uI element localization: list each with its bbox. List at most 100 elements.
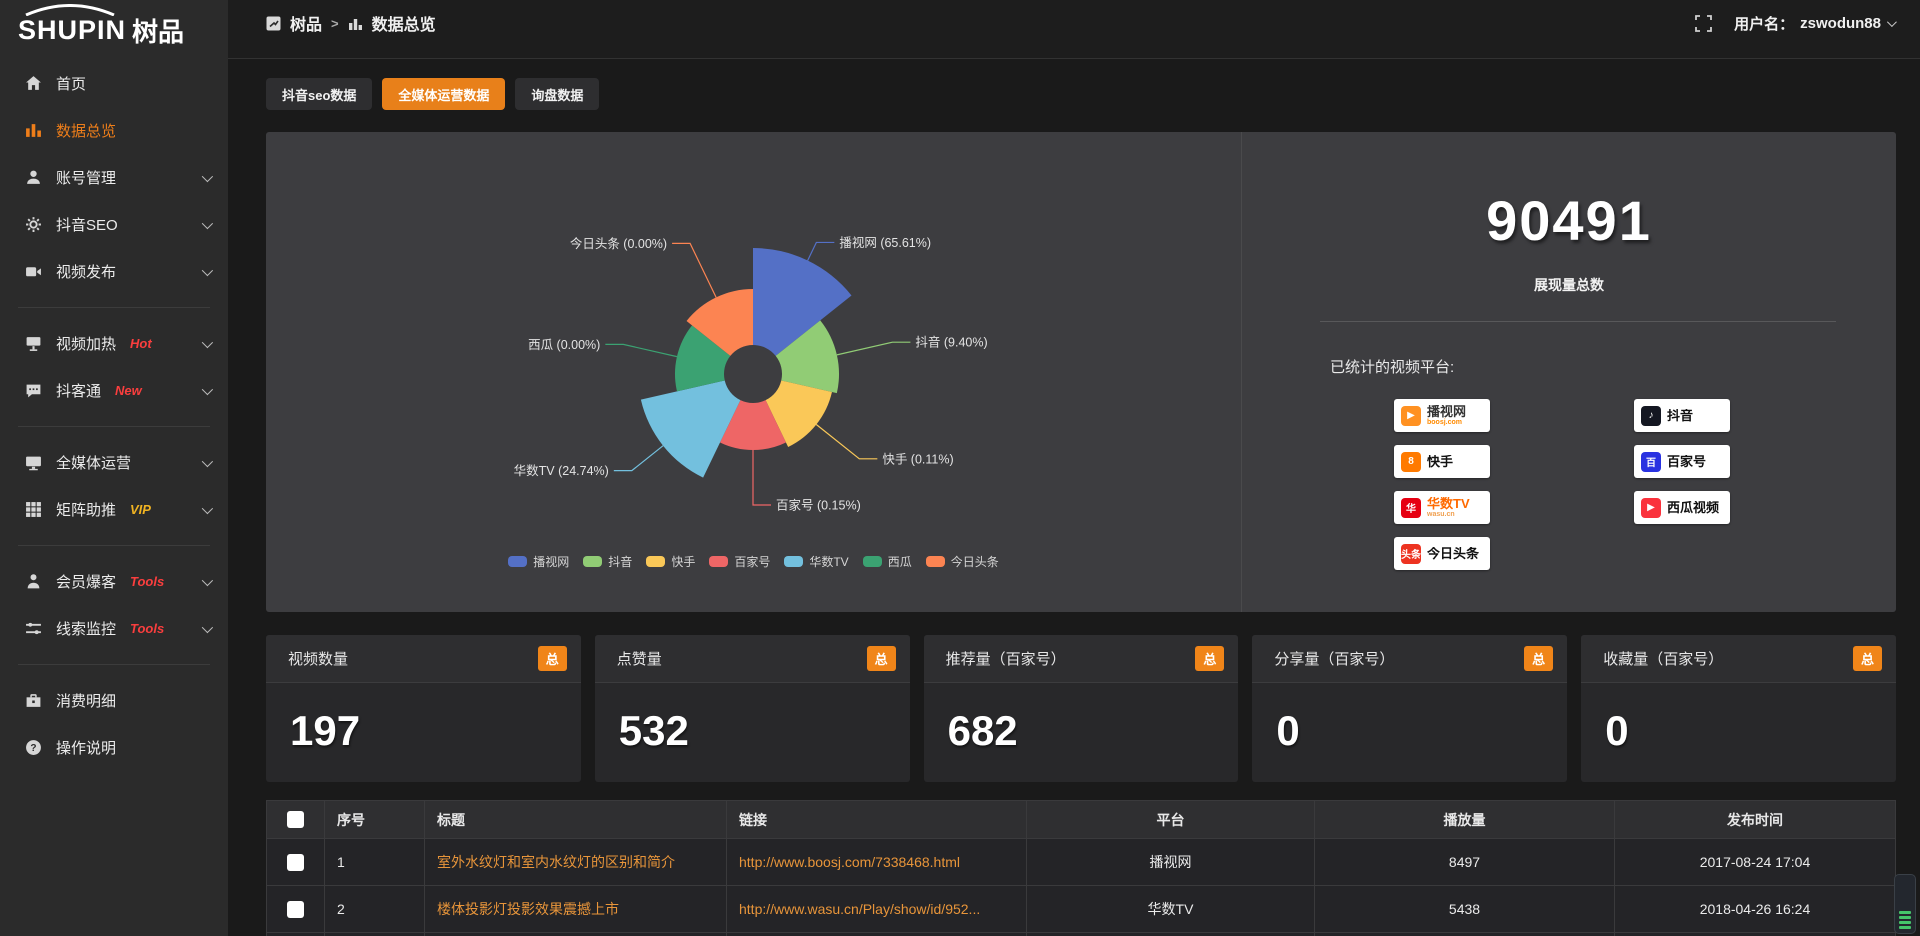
pie-label: 抖音 (9.40%) [915, 335, 987, 350]
cell-title-link[interactable]: 楼体投影灯投影效果震撼上市 [424, 885, 727, 933]
row-checkbox[interactable] [287, 900, 304, 918]
sidebar-item-label: 数据总览 [56, 123, 117, 140]
sidebar-divider [18, 307, 210, 308]
sidebar-item-home[interactable]: 首页 [0, 60, 228, 107]
pie-slice-抖音[interactable] [775, 320, 839, 394]
tab-inquiry-data[interactable]: 询盘数据 [515, 78, 600, 110]
brand-logo[interactable]: SHUPIN 树品 [0, 0, 228, 60]
sidebar-item-label: 全媒体运营 [56, 455, 132, 472]
baijiahao-logo-icon: 百 [1641, 451, 1661, 472]
chevron-down-icon [1886, 16, 1897, 27]
wasu-logo-icon: 华 [1401, 497, 1421, 518]
sidebar-item-help[interactable]: ? 操作说明 [0, 724, 228, 771]
cell-url-link[interactable]: http://www.wasu.cn/Play/show/id/952... [726, 885, 1027, 933]
stat-value: 197 [290, 707, 361, 754]
topbar-right: 用户名： zswodun88 [1695, 13, 1897, 34]
table-row: 1 室外水纹灯和室内水纹灯的区别和简介 http://www.boosj.com… [266, 838, 1896, 886]
sidebar-divider [18, 664, 210, 665]
total-badge[interactable]: 总 [1195, 646, 1225, 671]
pie-slice-西瓜[interactable] [675, 325, 731, 392]
pie-slice-快手[interactable] [765, 380, 832, 447]
select-all-checkbox[interactable] [287, 811, 304, 828]
pie-label-line [752, 450, 771, 506]
legend-swatch [862, 555, 882, 567]
cell-platform: 华数TV [1026, 885, 1315, 933]
sidebar-item-label: 操作说明 [56, 740, 117, 757]
pie-chart-svg[interactable]: 播视网 (65.61%) 抖音 (9.40%) 快手 (0.11%) 百家号 (0.1… [266, 132, 1241, 544]
chevron-down-icon [201, 264, 214, 276]
legend-item[interactable]: 播视网 [508, 553, 569, 570]
user-menu[interactable]: 用户名： zswodun88 [1734, 13, 1897, 34]
sidebar-item-matrix-boost[interactable]: 矩阵助推 VIP [0, 486, 228, 533]
legend-item[interactable]: 快手 [646, 553, 695, 570]
pie-label-line [807, 241, 835, 261]
legend-item[interactable]: 抖音 [583, 553, 632, 570]
total-badge[interactable]: 总 [1852, 646, 1882, 671]
col-platform: 平台 [1026, 800, 1315, 839]
legend-item[interactable]: 西瓜 [862, 553, 912, 570]
stat-value: 682 [947, 707, 1018, 754]
sidebar-item-douketong[interactable]: 抖客通 New [0, 367, 228, 414]
cell-plays: 5438 [1314, 885, 1615, 933]
sidebar-item-lead-monitor[interactable]: 线索监控 Tools [0, 605, 228, 652]
tools-badge: Tools [130, 621, 165, 636]
floating-widget[interactable] [1894, 874, 1916, 934]
pie-slice-播视网[interactable] [753, 248, 852, 356]
sidebar-item-account-mgmt[interactable]: 账号管理 [0, 154, 228, 201]
total-badge[interactable]: 总 [537, 646, 567, 671]
chat-icon [24, 382, 42, 400]
legend-item[interactable]: 百家号 [709, 553, 770, 570]
tab-douyin-seo-data[interactable]: 抖音seo数据 [266, 78, 373, 110]
col-title: 标题 [424, 800, 727, 839]
breadcrumb-current[interactable]: 数据总览 [371, 17, 436, 34]
pie-label: 华数TV (24.74%) [514, 463, 609, 478]
widget-bar [1899, 911, 1911, 914]
sidebar-item-video-publish[interactable]: 视频发布 [0, 248, 228, 295]
fullscreen-icon[interactable] [1695, 14, 1713, 32]
row-checkbox[interactable] [287, 853, 304, 871]
impressions-total-value: 90491 [1486, 189, 1652, 252]
sidebar-item-data-overview[interactable]: 数据总览 [0, 107, 228, 154]
col-publish-time: 发布时间 [1614, 800, 1896, 839]
pie-slice-华数TV[interactable] [640, 380, 741, 478]
help-icon: ? [24, 739, 42, 757]
pie-slice-今日头条[interactable] [686, 289, 753, 356]
sidebar-item-video-heat[interactable]: 视频加热 Hot [0, 320, 228, 367]
video-icon [24, 263, 42, 281]
logo-arc [25, 4, 115, 16]
cell-title-link[interactable]: 室外水纹灯和室内水纹灯的区别和简介 [424, 838, 727, 886]
breadcrumb-home[interactable]: 树品 [290, 17, 323, 34]
stat-card-recommends: 推荐量（百家号）总 682 [923, 635, 1239, 782]
cell-url-link[interactable]: http://www.boosj.com/7338468.html [726, 838, 1027, 886]
tools-badge: Tools [130, 574, 165, 589]
stat-card-shares: 分享量（百家号）总 0 [1252, 635, 1568, 782]
home-icon [24, 75, 42, 93]
sidebar-item-omnimedia[interactable]: 全媒体运营 [0, 439, 228, 486]
sidebar-item-expense-detail[interactable]: 消费明细 [0, 677, 228, 724]
platform-badge-wasu: 华 华数TV wasu.cn [1394, 491, 1490, 524]
chevron-down-icon [201, 170, 214, 182]
pie-label-line [613, 445, 664, 472]
total-badge[interactable]: 总 [1524, 646, 1554, 671]
cell-platform: 播视网 [1026, 838, 1315, 886]
legend-item[interactable]: 华数TV [784, 553, 849, 570]
sidebar-item-member-burst[interactable]: 会员爆客 Tools [0, 558, 228, 605]
legend-swatch [709, 555, 729, 567]
username-value: zswodun88 [1800, 14, 1881, 32]
summary-divider [1320, 321, 1836, 322]
summary-zone: 90491 展现量总数 已统计的视频平台: ▶ 播视网 boosj.com ♪ 抖… [1241, 132, 1896, 612]
chevron-down-icon [201, 621, 214, 633]
total-badge[interactable]: 总 [866, 646, 896, 671]
vip-badge: VIP [130, 502, 151, 517]
video-table: 序号 标题 链接 平台 播放量 发布时间 1 室外水纹灯和室内水纹灯的区别和简 [266, 800, 1896, 936]
svg-text:?: ? [30, 743, 36, 754]
cell-time: 2017-08-24 17:04 [1614, 838, 1896, 886]
sidebar-item-douyin-seo[interactable]: 抖音SEO [0, 201, 228, 248]
legend-item[interactable]: 今日头条 [925, 553, 999, 570]
pie-slice-百家号[interactable] [720, 400, 786, 450]
tab-omnimedia-data[interactable]: 全媒体运营数据 [382, 78, 506, 110]
table-header-row: 序号 标题 链接 平台 播放量 发布时间 [266, 800, 1896, 839]
widget-bar [1899, 916, 1911, 919]
stat-card-favorites: 收藏量（百家号）总 0 [1581, 635, 1896, 782]
stat-card-likes: 点赞量总 532 [594, 635, 910, 782]
